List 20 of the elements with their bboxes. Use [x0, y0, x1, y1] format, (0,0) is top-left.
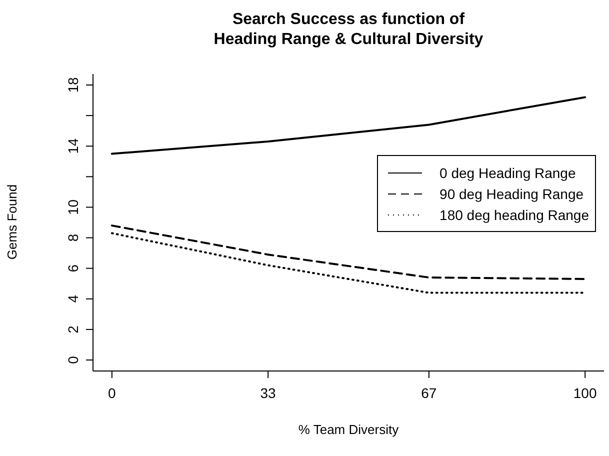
x-tick-label: 0	[108, 384, 116, 401]
y-tick-label: 14	[65, 138, 81, 154]
x-tick-label: 33	[260, 384, 276, 401]
y-tick-label: 2	[65, 325, 81, 334]
legend-label: 180 deg heading Range	[440, 206, 589, 222]
y-tick-label: 0	[65, 356, 81, 364]
y-axis-title: Gems Found	[4, 184, 20, 260]
y-tick-label: 10	[65, 199, 81, 216]
legend-label: 0 deg Heading Range	[440, 164, 576, 180]
line-series	[110, 224, 586, 280]
y-tick-label: 18	[65, 77, 81, 93]
x-axis-title: % Team Diversity	[297, 422, 400, 437]
line-series	[110, 96, 586, 155]
x-tick-label: 67	[421, 384, 437, 401]
legend-label: 90 deg Heading Range	[440, 186, 584, 202]
x-tick-label: 100	[573, 384, 597, 401]
y-tick-label: 6	[65, 264, 81, 272]
y-tick-label: 8	[65, 234, 81, 242]
chart-title: Search Success as function of Heading Range & Cultural Diversity	[212, 10, 484, 50]
y-tick-label: 4	[65, 294, 81, 303]
